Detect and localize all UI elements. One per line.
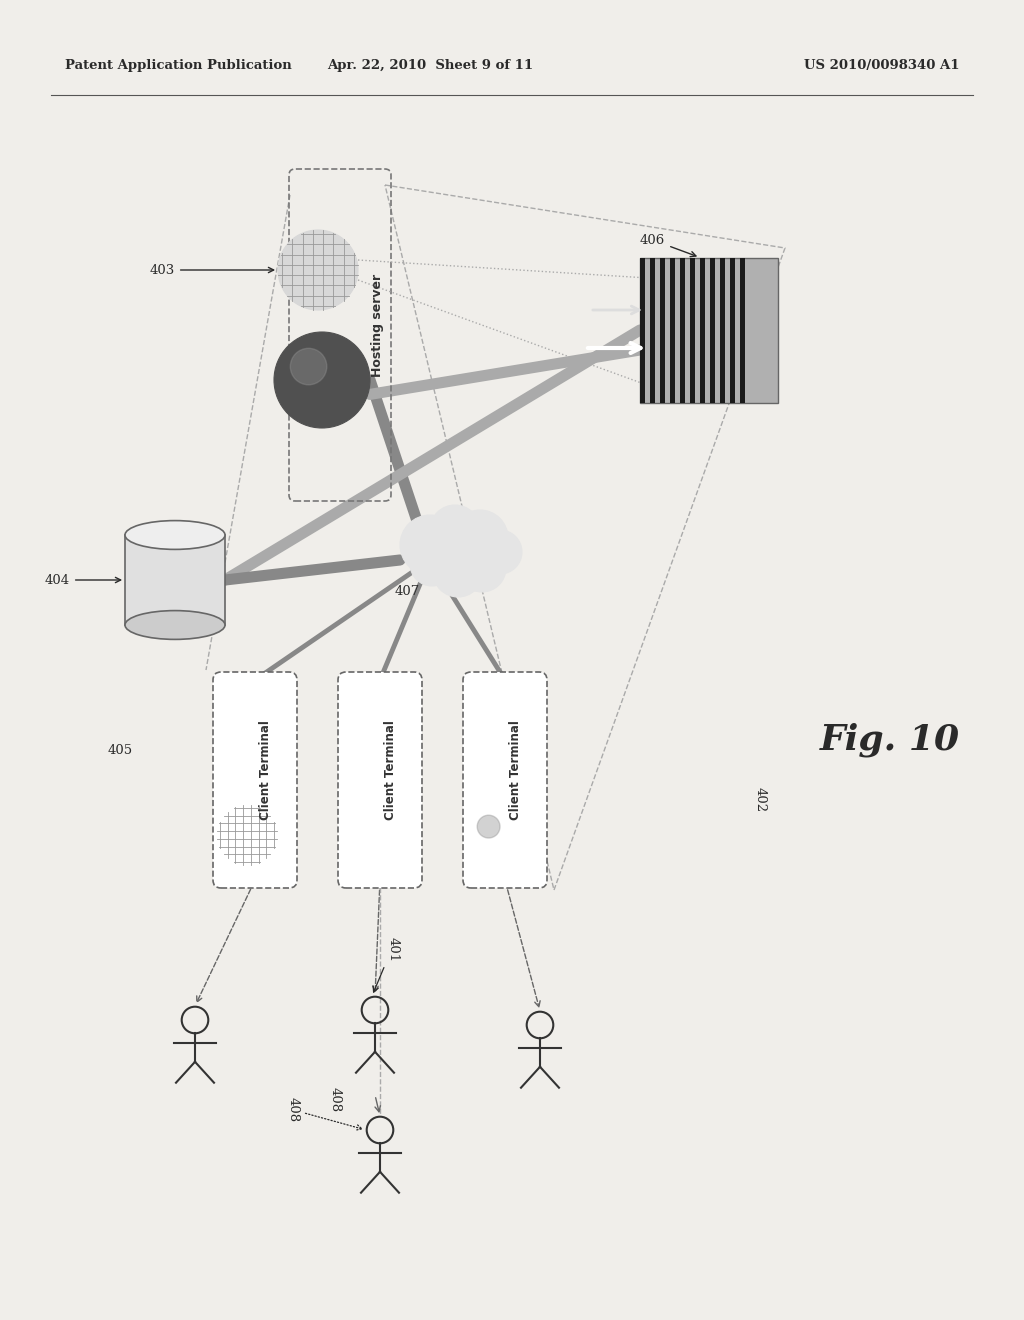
FancyBboxPatch shape [463, 672, 547, 888]
Bar [650, 257, 655, 403]
Circle shape [430, 506, 480, 554]
Bar [660, 257, 665, 403]
Circle shape [278, 230, 358, 310]
Circle shape [274, 333, 370, 428]
Text: Client Terminal: Client Terminal [509, 721, 521, 820]
FancyBboxPatch shape [213, 672, 297, 888]
Bar [640, 257, 778, 403]
Text: 405: 405 [108, 743, 132, 756]
FancyBboxPatch shape [125, 535, 225, 624]
Ellipse shape [125, 611, 225, 639]
Circle shape [478, 531, 522, 574]
Text: 404: 404 [45, 573, 121, 586]
Bar [730, 257, 735, 403]
Text: Client Terminal: Client Terminal [259, 721, 271, 820]
Bar [670, 257, 675, 403]
Text: US 2010/0098340 A1: US 2010/0098340 A1 [805, 58, 961, 71]
Text: 408: 408 [329, 1088, 341, 1113]
Bar [690, 257, 695, 403]
Circle shape [452, 510, 508, 566]
Bar [680, 257, 685, 403]
Circle shape [467, 805, 527, 865]
Circle shape [291, 348, 327, 385]
Text: 408: 408 [287, 1097, 361, 1130]
Circle shape [217, 805, 278, 865]
Circle shape [400, 515, 460, 576]
Circle shape [477, 816, 500, 838]
Text: Client Terminal: Client Terminal [384, 721, 396, 820]
Text: Apr. 22, 2010  Sheet 9 of 11: Apr. 22, 2010 Sheet 9 of 11 [327, 58, 534, 71]
Text: 403: 403 [150, 264, 273, 276]
Bar [640, 257, 645, 403]
Circle shape [410, 543, 454, 586]
Text: Patent Application Publication: Patent Application Publication [65, 58, 292, 71]
Text: Hosting server: Hosting server [371, 273, 384, 376]
Bar [740, 257, 745, 403]
Circle shape [433, 546, 483, 597]
Text: Fig. 10: Fig. 10 [820, 723, 961, 758]
Circle shape [458, 544, 506, 591]
Text: 402: 402 [754, 788, 767, 813]
Text: 406: 406 [640, 234, 696, 256]
Text: 401: 401 [386, 937, 399, 962]
Ellipse shape [125, 520, 225, 549]
Text: 407: 407 [395, 585, 420, 598]
Bar [710, 257, 715, 403]
FancyBboxPatch shape [338, 672, 422, 888]
Bar [700, 257, 705, 403]
Bar [720, 257, 725, 403]
